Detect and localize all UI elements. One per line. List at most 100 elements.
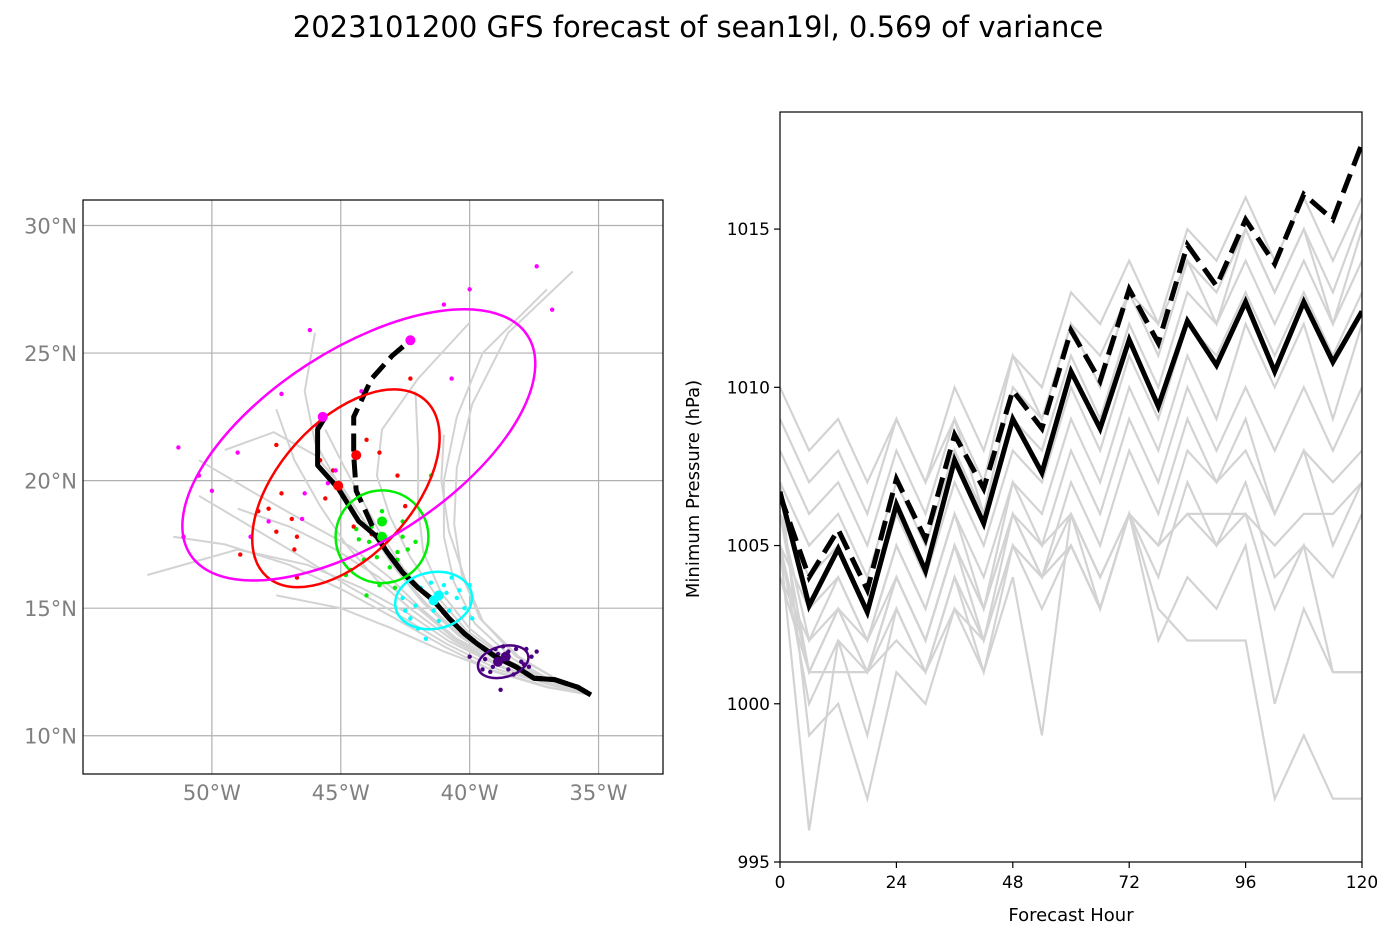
ensemble-position-point <box>400 534 405 539</box>
ensemble-position-point <box>400 595 405 601</box>
mean-position-marker <box>317 411 328 422</box>
mean-position-marker <box>405 335 416 346</box>
ensemble-position-point <box>387 565 392 570</box>
ensemble-position-point <box>377 450 382 455</box>
ensemble-position-point <box>408 616 413 621</box>
pressure-plot-area <box>780 142 1362 831</box>
ensemble-track-line <box>442 288 592 696</box>
mean-position-marker <box>333 480 344 491</box>
ensemble-position-point <box>392 585 398 590</box>
ensemble-position-point <box>274 442 279 448</box>
spread-ellipse <box>476 644 530 680</box>
ensemble-position-point <box>323 496 328 501</box>
member-pressure-line <box>780 509 1362 831</box>
ensemble-position-point <box>279 491 284 496</box>
ensemble-position-point <box>413 603 418 608</box>
ensemble-position-point <box>423 636 429 641</box>
map-x-tick-label: 45°W <box>312 781 370 805</box>
ensemble-position-point <box>457 588 462 593</box>
map-y-tick-label: 30°N <box>24 215 77 239</box>
pressure-y-axis-label: Minimum Pressure (hPa) <box>683 380 704 598</box>
ensemble-position-point <box>549 307 555 312</box>
spread-ellipse <box>334 489 430 585</box>
ensemble-position-point <box>374 554 380 560</box>
ensemble-position-point <box>498 687 503 693</box>
ensemble-position-point <box>238 552 243 557</box>
ensemble-position-point <box>488 669 493 675</box>
member-pressure-line <box>780 226 1362 549</box>
ensemble-track-line <box>440 434 592 696</box>
ensemble-position-point <box>446 608 452 613</box>
map-y-tick-label: 15°N <box>24 597 77 621</box>
ensemble-position-point <box>441 302 447 307</box>
ensemble-position-point <box>444 590 449 596</box>
ensemble-position-point <box>325 480 331 486</box>
ensemble-position-point <box>413 539 418 545</box>
ensemble-position-point <box>209 488 215 494</box>
ensemble-track-line <box>275 408 592 696</box>
ensemble-position-point <box>307 327 313 333</box>
ensemble-position-point <box>506 667 511 672</box>
member-pressure-line <box>780 194 1362 486</box>
mean-position-marker <box>500 651 511 662</box>
ensemble-position-point <box>266 506 271 511</box>
mean-position-marker <box>377 516 388 527</box>
mean-pressure-dashed-line <box>780 142 1362 597</box>
pressure-x-tick-label: 48 <box>1002 873 1024 893</box>
ensemble-position-point <box>467 654 472 659</box>
ensemble-position-point <box>176 445 181 450</box>
map-y-tick-label: 10°N <box>24 725 77 749</box>
ensemble-position-point <box>279 391 284 397</box>
ensemble-position-point <box>379 509 385 514</box>
ensemble-position-point <box>534 649 539 654</box>
ensemble-position-point <box>364 593 369 598</box>
ensemble-position-point <box>449 376 454 381</box>
spread-ellipse <box>181 308 537 582</box>
pressure-y-tick-label: 1010 <box>727 378 770 398</box>
mean-position-marker <box>433 590 444 601</box>
map-x-tick-label: 35°W <box>570 781 628 805</box>
ensemble-position-point <box>526 664 532 670</box>
ensemble-position-point <box>534 264 539 269</box>
ensemble-position-point <box>454 595 459 601</box>
ensemble-position-point <box>529 654 534 659</box>
ensemble-position-point <box>428 580 434 585</box>
pressure-x-tick-label: 72 <box>1118 873 1140 893</box>
ensemble-position-point <box>235 450 240 455</box>
ensemble-position-point <box>467 287 472 292</box>
ensemble-position-point <box>403 503 408 509</box>
ensemble-position-point <box>470 616 475 621</box>
ensemble-position-point <box>351 524 356 529</box>
ensemble-position-point <box>405 547 410 552</box>
ensemble-track-line <box>276 594 591 696</box>
ensemble-position-point <box>462 605 467 611</box>
map-y-tick-label: 20°N <box>24 470 77 494</box>
ensemble-position-point <box>294 534 300 539</box>
map-x-tick-label: 50°W <box>183 781 241 805</box>
ensemble-position-point <box>302 491 307 496</box>
ensemble-position-point <box>408 376 413 381</box>
ensemble-position-point <box>519 659 524 664</box>
ensemble-position-point <box>395 473 400 478</box>
ensemble-position-point <box>292 547 297 552</box>
member-pressure-line <box>780 228 1362 581</box>
ensemble-position-point <box>449 575 454 580</box>
ensemble-position-point <box>289 516 294 522</box>
member-pressure-line <box>780 510 1362 803</box>
pressure-y-tick-label: 1015 <box>727 220 770 240</box>
ensemble-position-point <box>431 608 436 613</box>
ensemble-position-point <box>266 519 271 524</box>
chart-title: 2023101200 GFS forecast of sean19l, 0.56… <box>292 10 1104 44</box>
member-pressure-line <box>780 384 1362 644</box>
ensemble-position-point <box>333 468 338 473</box>
ensemble-track-line <box>198 459 592 696</box>
map-y-tick-label: 25°N <box>24 342 77 366</box>
map-frame <box>82 199 664 775</box>
mean-pressure-solid-line <box>780 295 1362 620</box>
ensemble-position-point <box>356 537 362 542</box>
ensemble-position-point <box>274 529 279 534</box>
pressure-y-tick-label: 995 <box>738 853 770 873</box>
ensemble-position-point <box>436 618 441 624</box>
ensemble-position-point <box>490 664 496 670</box>
